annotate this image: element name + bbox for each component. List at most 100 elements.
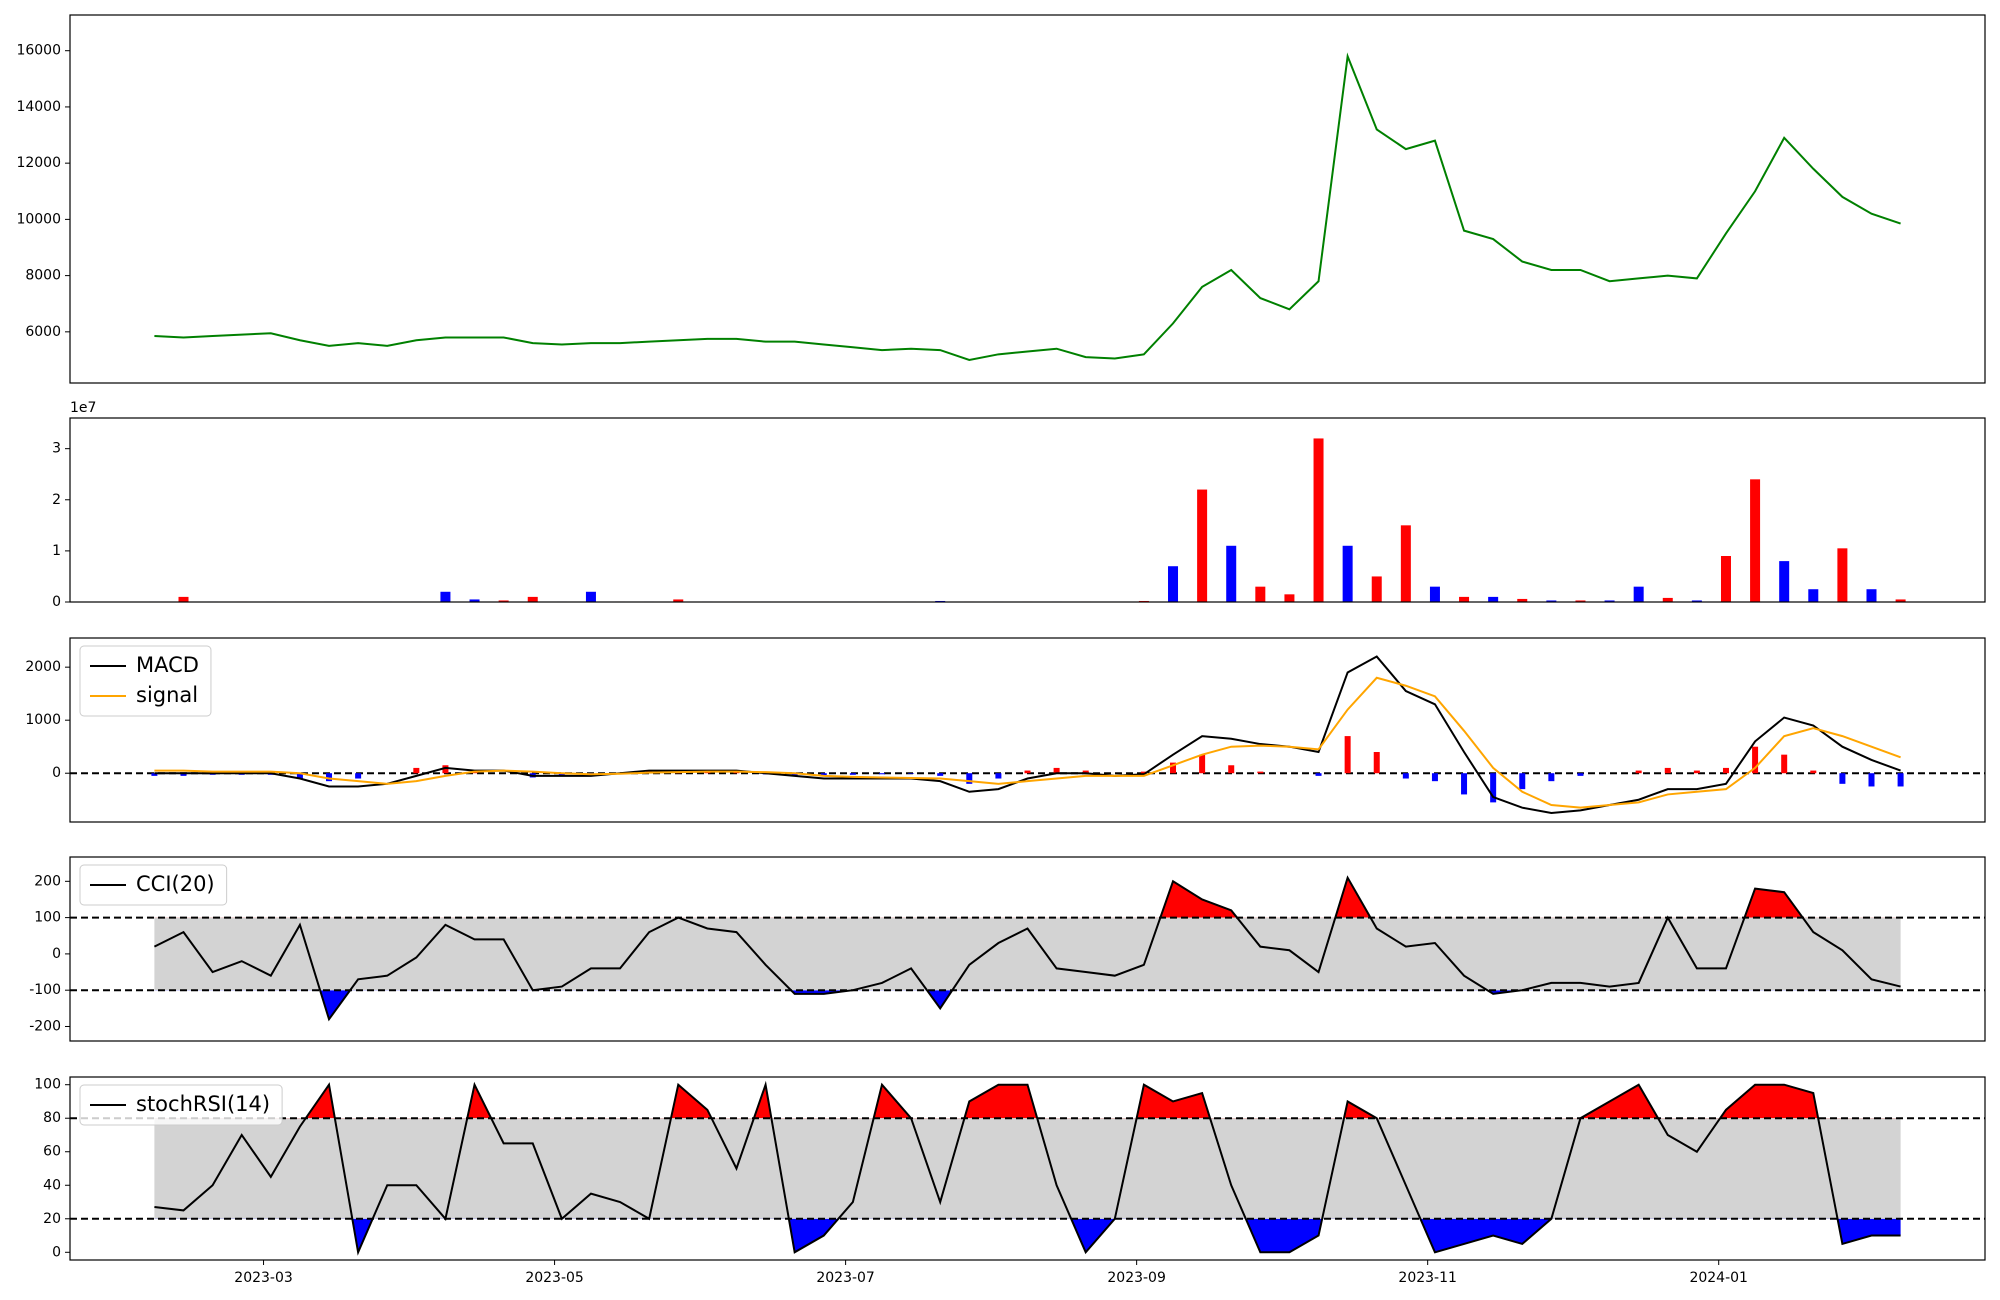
volume-bar xyxy=(1808,589,1819,602)
histogram-bar xyxy=(1519,773,1526,790)
volume-bar xyxy=(1575,600,1586,602)
histogram-bar xyxy=(791,773,798,776)
x-tick-label: 2023-11 xyxy=(1398,1270,1457,1286)
y-tick-label: 100 xyxy=(34,1077,61,1093)
histogram-bar xyxy=(180,773,187,776)
panel-frame xyxy=(69,856,1986,1042)
axis-offset-label: 1e7 xyxy=(70,400,96,416)
histogram-bar xyxy=(1810,770,1817,774)
volume-bar xyxy=(1779,561,1790,602)
x-tick-label: 2023-09 xyxy=(1107,1270,1166,1286)
volume-bar xyxy=(1546,600,1557,602)
y-tick-label: 0 xyxy=(52,765,61,781)
y-tick-label: 0 xyxy=(52,946,61,962)
y-tick-label: 80 xyxy=(43,1110,61,1126)
y-tick-label: 3 xyxy=(52,441,61,457)
histogram-bar xyxy=(471,772,478,774)
histogram-bar xyxy=(820,773,827,776)
x-tick-label: 2023-03 xyxy=(234,1270,293,1286)
y-tick-label: 2000 xyxy=(25,659,61,675)
y-tick-label: 1 xyxy=(52,543,61,559)
fill-above xyxy=(154,1084,1901,1119)
histogram-bar xyxy=(733,772,740,774)
volume-bar xyxy=(1371,576,1382,602)
histogram-bar xyxy=(849,773,856,775)
histogram-bar xyxy=(1257,771,1264,774)
histogram-bar xyxy=(558,773,565,776)
legend-box xyxy=(79,645,212,717)
panel: 0 1000 2000 MACD signal xyxy=(25,637,1986,823)
histogram-bar xyxy=(1140,771,1147,774)
legend-label: MACD xyxy=(136,653,199,677)
histogram-bar xyxy=(296,773,303,779)
legend-label: CCI(20) xyxy=(136,872,215,896)
panel: 6000 8000 10000 12000 14000 16000 xyxy=(16,14,1986,384)
volume-bar xyxy=(469,599,480,602)
histogram-bar xyxy=(442,765,449,774)
y-tick-label: 2 xyxy=(52,492,61,508)
histogram-bar xyxy=(1839,773,1846,784)
y-tick-label: 8000 xyxy=(25,268,61,284)
volume-bar xyxy=(1313,438,1324,602)
panel: 0 1 2 3 1e7 xyxy=(52,400,1986,610)
volume-bar xyxy=(1604,600,1615,602)
histogram-bar xyxy=(995,773,1002,779)
legend-label: signal xyxy=(136,683,198,707)
legend-label: stochRSI(14) xyxy=(136,1092,270,1116)
volume-bar xyxy=(1750,479,1761,602)
y-tick-label: 20 xyxy=(43,1211,61,1227)
histogram-bar xyxy=(413,767,420,774)
y-tick-label: 200 xyxy=(34,873,61,889)
histogram-bar xyxy=(878,773,885,775)
threshold-band xyxy=(154,1118,1901,1219)
volume-bar xyxy=(1866,589,1877,602)
y-tick-label: 40 xyxy=(43,1177,61,1193)
histogram-bar xyxy=(1548,773,1555,782)
plot-area xyxy=(149,438,1906,602)
histogram-bar xyxy=(704,772,711,774)
y-tick-label: 12000 xyxy=(16,155,61,171)
volume-bar xyxy=(1197,489,1208,602)
plot-area xyxy=(70,875,1985,1022)
y-tick-label: 6000 xyxy=(25,324,61,340)
histogram-bar xyxy=(151,773,158,776)
panel-frame xyxy=(69,637,1986,823)
volume-bar xyxy=(498,600,509,602)
histogram-bar xyxy=(1170,762,1177,774)
panel: -200 -100 0 100 200 CCI(20) xyxy=(29,856,1986,1042)
histogram-bar xyxy=(1693,770,1700,774)
histogram-bar xyxy=(1781,754,1788,774)
series-line xyxy=(153,875,1901,1022)
histogram-bar xyxy=(1577,773,1584,776)
volume-bar xyxy=(1633,586,1644,602)
volume-bar xyxy=(1517,598,1528,602)
y-tick-label: 1000 xyxy=(25,712,61,728)
histogram-bar xyxy=(1024,770,1031,774)
volume-bar xyxy=(1226,545,1237,602)
histogram-bar xyxy=(1199,754,1206,774)
volume-bar xyxy=(585,591,596,602)
histogram-bar xyxy=(1897,773,1904,787)
volume-bar xyxy=(1895,599,1906,602)
histogram-bar xyxy=(1344,736,1351,774)
panel-frame xyxy=(69,417,1986,603)
y-tick-label: -100 xyxy=(29,982,61,998)
y-tick-label: 14000 xyxy=(16,99,61,115)
series-line xyxy=(154,1080,1901,1256)
histogram-bar xyxy=(966,773,973,784)
volume-bar xyxy=(1720,556,1731,602)
histogram-bar xyxy=(326,773,333,782)
y-tick-label: 0 xyxy=(52,1244,61,1260)
histogram-bar xyxy=(1082,770,1089,774)
y-tick-label: 100 xyxy=(34,910,61,926)
legend-box xyxy=(79,864,228,906)
series-line xyxy=(154,52,1901,361)
histogram-bar xyxy=(1402,773,1409,779)
x-tick-label: 2023-07 xyxy=(816,1270,875,1286)
histogram-bar xyxy=(1664,767,1671,774)
histogram-bar xyxy=(1461,773,1468,795)
histogram-bar xyxy=(1228,765,1235,774)
y-tick-label: 0 xyxy=(52,594,61,610)
y-tick-label: 60 xyxy=(43,1144,61,1160)
